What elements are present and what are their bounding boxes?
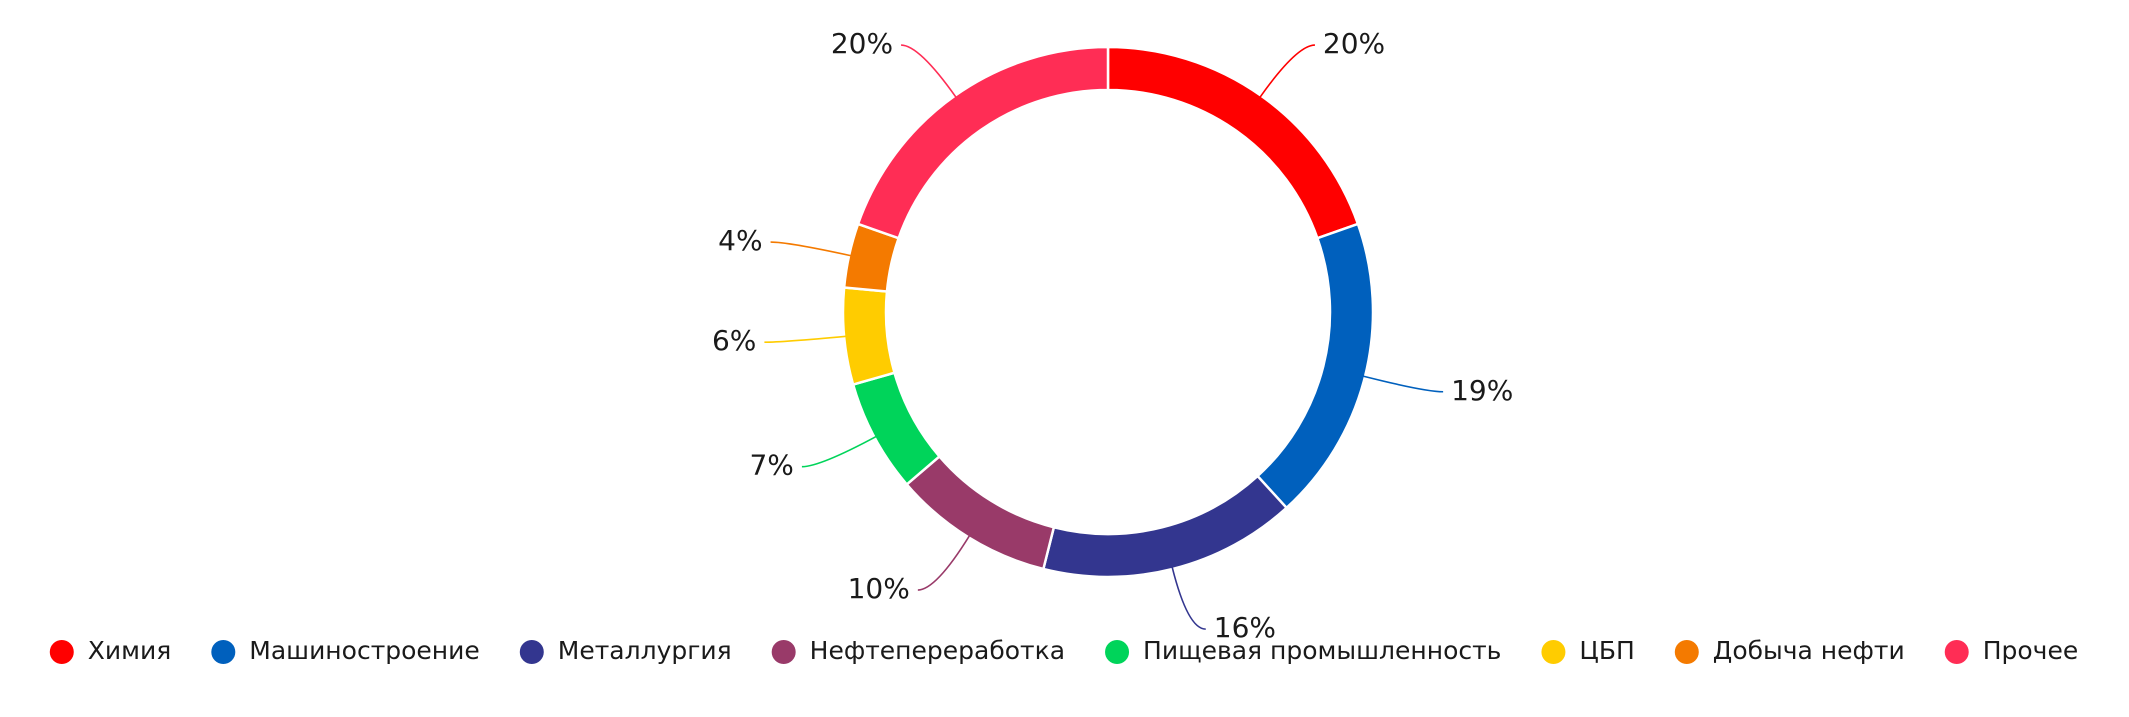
slice-1[interactable]	[1255, 222, 1375, 510]
legend-marker-6	[1674, 640, 1699, 664]
legend-label-2: Металлургия	[558, 636, 732, 665]
slice-5[interactable]	[841, 286, 897, 387]
leader-line-3	[917, 535, 971, 591]
legend-item-5[interactable]: ЦБП	[1541, 636, 1635, 665]
legend-label-0: Химия	[88, 636, 172, 665]
legend-item-2[interactable]: Металлургия	[519, 636, 732, 665]
legend-marker-5	[1541, 640, 1566, 664]
legend-marker-4	[1105, 640, 1130, 664]
slice-2[interactable]	[1041, 474, 1289, 579]
slice-7[interactable]	[856, 45, 1110, 240]
legend-item-4[interactable]: Пищевая промышленность	[1105, 636, 1501, 665]
legend-label-3: Нефтепереработка	[810, 636, 1065, 665]
data-label-1: 19%	[1451, 374, 1513, 407]
slice-4[interactable]	[851, 371, 942, 487]
leader-line-1	[1362, 375, 1444, 393]
legend-label-6: Добыча нефти	[1713, 636, 1905, 665]
legend-item-1[interactable]: Машиностроение	[211, 636, 480, 665]
legend-marker-1	[211, 640, 236, 664]
legend-marker-7	[1944, 640, 1969, 664]
legend-marker-2	[519, 640, 544, 664]
data-label-5: 6%	[712, 324, 756, 357]
slice-3[interactable]	[904, 454, 1056, 571]
leader-line-6	[770, 241, 852, 257]
legend-label-5: ЦБП	[1579, 636, 1634, 665]
legend-item-3[interactable]: Нефтепереработка	[771, 636, 1065, 665]
slice-0[interactable]	[1106, 45, 1360, 240]
legend-item-6[interactable]: Добыча нефти	[1674, 636, 1905, 665]
legend-marker-0	[49, 640, 74, 664]
data-label-7: 20%	[831, 27, 893, 60]
data-label-0: 20%	[1323, 27, 1385, 60]
legend-label-4: Пищевая промышленность	[1143, 636, 1501, 665]
data-label-6: 4%	[718, 224, 762, 257]
data-label-4: 7%	[749, 449, 793, 482]
chart-slices	[841, 45, 1375, 579]
legend-item-7[interactable]: Прочее	[1944, 636, 2079, 665]
data-label-3: 10%	[848, 572, 910, 605]
leader-line-5	[764, 335, 847, 343]
leader-line-2	[1171, 566, 1206, 630]
leader-line-7	[900, 44, 957, 98]
leader-line-4	[801, 435, 877, 468]
legend-item-0[interactable]: Химия	[49, 636, 172, 665]
legend-label-1: Машиностроение	[249, 636, 479, 665]
chart-legend: Химия Машиностроение Металлургия Нефтеперер…	[49, 636, 2079, 665]
leader-line-0	[1259, 44, 1316, 98]
data-label-2: 16%	[1214, 611, 1276, 644]
legend-label-7: Прочее	[1983, 636, 2079, 665]
chart-leader-lines	[764, 44, 1444, 630]
chart-data-labels: 20% 19% 16% 10% 7% 6% 4% 20%	[712, 27, 1513, 644]
legend-marker-3	[771, 640, 796, 664]
